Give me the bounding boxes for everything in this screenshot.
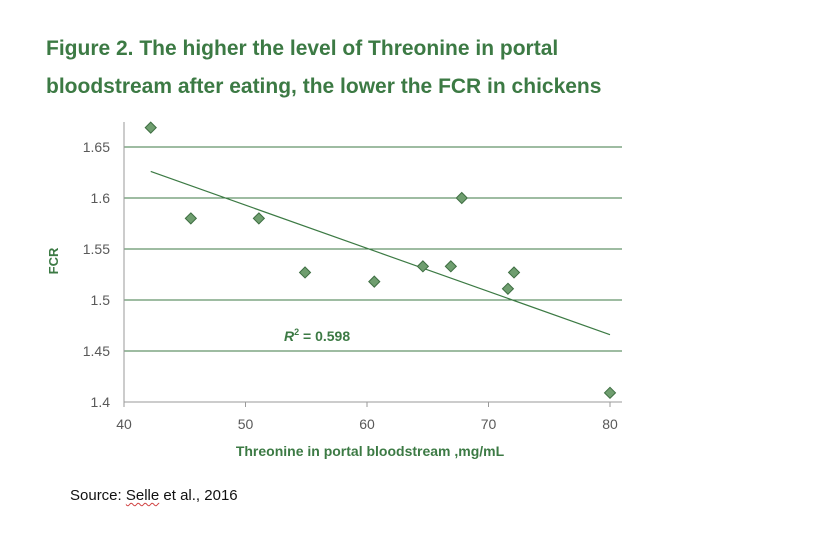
trendline-group [150, 170, 611, 336]
data-point [184, 212, 198, 225]
data-points [144, 121, 617, 400]
x-tick-label: 40 [116, 416, 132, 432]
y-tick-label: 1.6 [91, 190, 111, 206]
data-point [444, 260, 458, 273]
data-point [416, 260, 430, 273]
data-point [455, 191, 468, 205]
data-point [144, 121, 157, 134]
source-suffix: et al., 2016 [159, 487, 238, 504]
y-tick-label: 1.5 [91, 292, 111, 308]
data-point [603, 386, 617, 400]
data-point [298, 266, 312, 279]
figure-title-line-1: Figure 2. The higher the level of Threon… [46, 37, 559, 60]
y-tick-label: 1.65 [83, 139, 110, 155]
source-author: Selle [125, 487, 160, 504]
trendline [150, 170, 611, 336]
x-tick-label: 70 [481, 416, 497, 432]
r-squared-symbol: R [284, 328, 295, 344]
x-tick-labels: 40 50 60 70 80 [116, 402, 618, 432]
axes [123, 122, 622, 403]
figure-title: Figure 2. The higher the level of Threon… [46, 30, 786, 106]
data-point [507, 266, 521, 279]
y-tick-labels: 1.4 1.45 1.5 1.55 1.6 1.65 [83, 139, 110, 410]
data-point [368, 275, 381, 288]
x-tick-label: 60 [359, 416, 375, 432]
x-axis-label: Threonine in portal bloodstream ,mg/mL [236, 443, 505, 459]
r-squared-value: = 0.598 [299, 328, 350, 344]
x-tick-label: 80 [602, 416, 618, 432]
y-axis-label: FCR [46, 247, 61, 274]
data-point [252, 212, 266, 225]
source-citation: Source: Selle et al., 2016 [70, 487, 238, 504]
gridlines [124, 146, 622, 352]
y-tick-label: 1.55 [83, 241, 110, 257]
data-point [501, 282, 515, 295]
r-squared-exponent: 2 [294, 327, 299, 337]
y-tick-label: 1.45 [83, 343, 110, 359]
r-squared-label: R2 = 0.598 [284, 327, 350, 344]
figure-title-line-2: bloodstream after eating, the lower the … [46, 75, 602, 98]
x-tick-label: 50 [238, 416, 254, 432]
source-prefix: Source: [70, 487, 126, 504]
y-tick-label: 1.4 [91, 394, 111, 410]
